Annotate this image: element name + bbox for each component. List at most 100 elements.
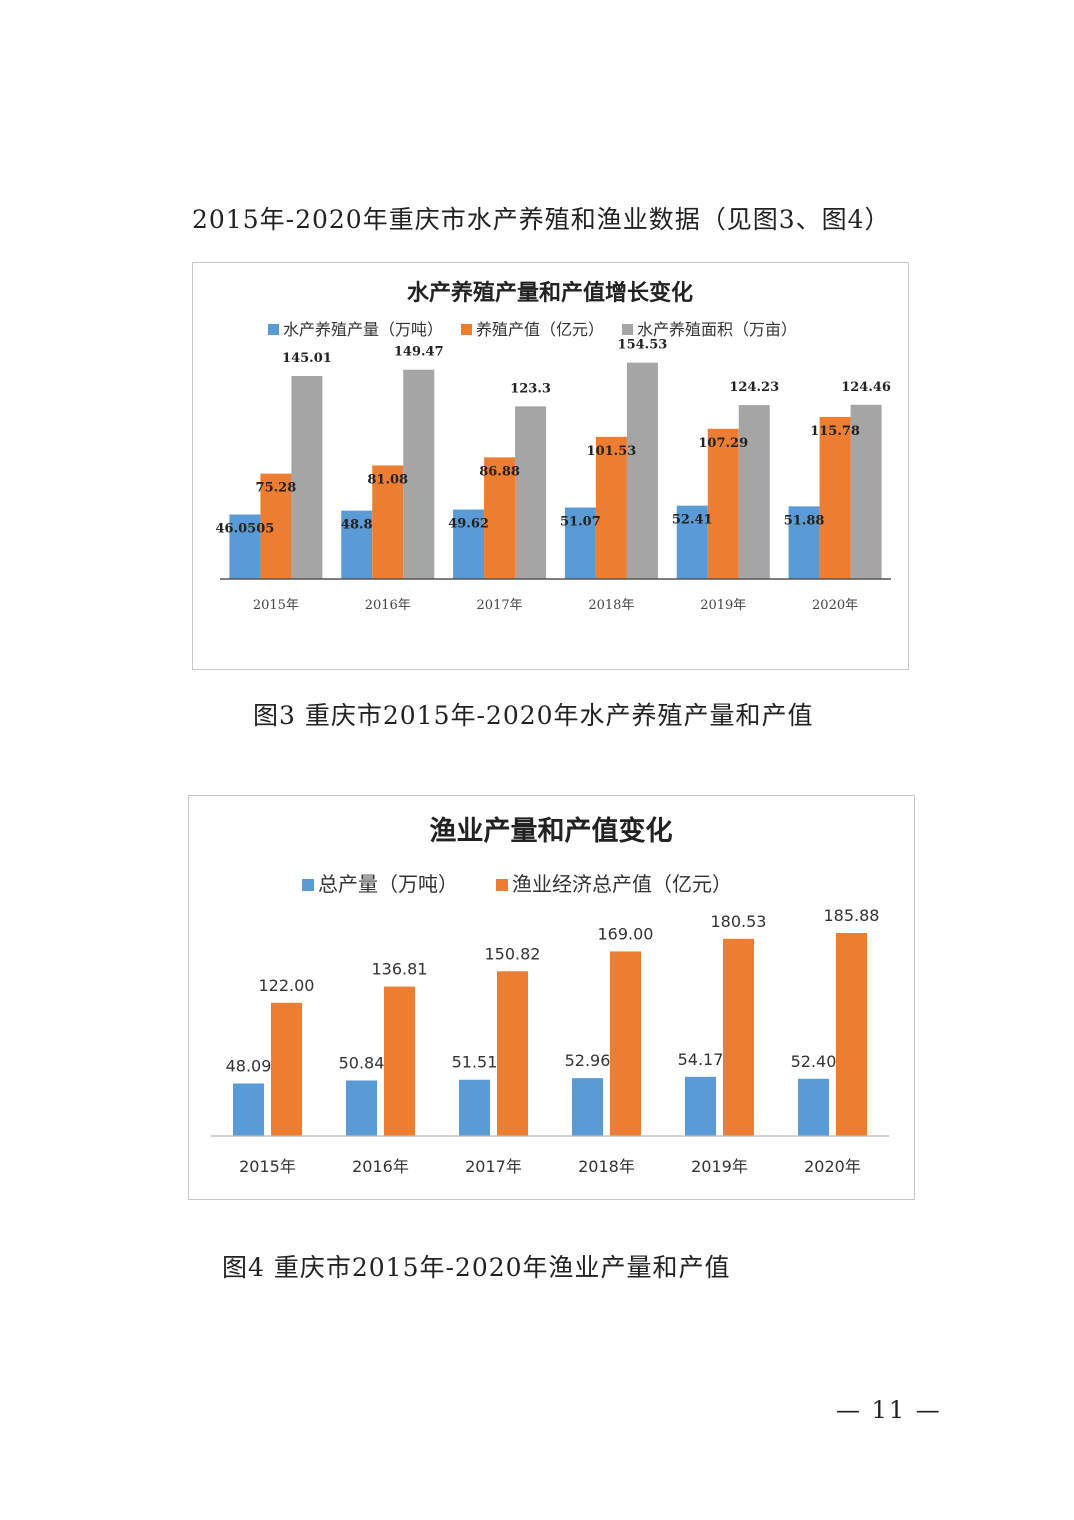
data-label: 136.81 — [372, 960, 428, 979]
bar — [836, 933, 867, 1136]
bar-group — [233, 933, 867, 1136]
legend-swatch — [496, 879, 508, 891]
bar — [484, 457, 516, 579]
data-label-group: 48.09 122.00 50.84 136.81 51.51 150.82 52.96 16… — [226, 906, 880, 1075]
bar — [291, 375, 323, 579]
bar — [346, 1080, 377, 1136]
x-tick-label: 2018年 — [588, 598, 634, 613]
x-tick-group: 2015年 2016年 2017年 2018年 2019年 2020年 — [239, 1157, 861, 1176]
bar — [453, 509, 485, 579]
x-tick-label: 2015年 — [253, 598, 299, 613]
data-label: 46.0505 — [216, 522, 275, 537]
data-label: 86.88 — [479, 464, 520, 479]
data-label: 48.09 — [226, 1056, 272, 1075]
bar — [819, 416, 851, 579]
data-label: 115.78 — [810, 424, 860, 439]
data-label: 52.40 — [791, 1052, 837, 1071]
chart-fishery: 渔业产量和产值变化 总产量（万吨） 渔业经济总产值（亿元） 48.09 122.00… — [211, 815, 889, 1176]
x-tick-label: 2020年 — [804, 1157, 861, 1176]
bar — [788, 506, 820, 579]
chart-title: 水产养殖产量和产值增长变化 — [407, 280, 693, 306]
bar — [685, 1076, 716, 1136]
chart-legend: 水产养殖产量（万吨） 养殖产值（亿元） 水产养殖面积（万亩） — [268, 320, 797, 339]
legend-entry: 水产养殖面积（万亩） — [637, 320, 797, 339]
bar — [271, 1002, 302, 1136]
chart-fishery-frame: 渔业产量和产值变化 总产量（万吨） 渔业经济总产值（亿元） 48.09 122.00… — [188, 795, 915, 1200]
bar — [595, 436, 627, 579]
data-label: 52.96 — [565, 1051, 611, 1070]
bar — [384, 986, 415, 1136]
chart-title: 渔业产量和产值变化 — [430, 815, 673, 847]
legend-entry: 渔业经济总产值（亿元） — [512, 872, 732, 896]
x-tick-label: 2016年 — [365, 598, 411, 613]
data-label: 51.88 — [784, 513, 825, 528]
bar — [233, 1083, 264, 1136]
bar — [459, 1079, 490, 1136]
data-label: 154.53 — [618, 338, 668, 353]
data-label: 75.28 — [256, 481, 297, 496]
bar — [610, 951, 641, 1136]
data-label: 169.00 — [598, 924, 654, 943]
x-tick-label: 2020年 — [812, 598, 858, 613]
data-label: 150.82 — [485, 944, 541, 963]
x-tick-label: 2019年 — [700, 598, 746, 613]
legend-entry: 养殖产值（亿元） — [476, 320, 604, 339]
bar — [676, 505, 708, 579]
data-label: 54.17 — [678, 1050, 724, 1069]
bar — [626, 362, 658, 579]
figure-3-caption: 图3 重庆市2015年-2020年水产养殖产量和产值 — [253, 701, 814, 730]
bar — [229, 514, 261, 579]
bar — [723, 938, 754, 1136]
legend-swatch — [622, 324, 634, 335]
bar — [850, 404, 882, 579]
bar — [564, 507, 596, 579]
data-label: 48.8 — [341, 518, 373, 533]
data-label: 124.23 — [729, 380, 779, 395]
data-label: 50.84 — [339, 1053, 385, 1072]
data-label: 51.51 — [452, 1053, 498, 1072]
data-label: 122.00 — [259, 976, 315, 995]
bar-group — [229, 362, 882, 579]
bar — [738, 405, 770, 579]
x-tick-label: 2018年 — [578, 1157, 635, 1176]
bar — [515, 406, 547, 579]
chart-aquaculture-frame: 水产养殖产量和产值增长变化 水产养殖产量（万吨） 养殖产值（亿元） 水产养殖面积（万… — [192, 262, 909, 670]
bar — [260, 473, 292, 579]
data-label: 49.62 — [448, 517, 489, 532]
bar — [798, 1078, 829, 1136]
bar — [572, 1078, 603, 1136]
chart-legend: 总产量（万吨） 渔业经济总产值（亿元） — [302, 872, 732, 896]
data-label: 149.47 — [394, 345, 444, 360]
x-tick-label: 2015年 — [239, 1157, 296, 1176]
x-tick-group: 2015年 2016年 2017年 2018年 2019年 2020年 — [253, 598, 858, 613]
x-tick-label: 2016年 — [352, 1157, 409, 1176]
bar — [403, 369, 435, 579]
data-label: 52.41 — [672, 513, 713, 528]
bar — [497, 971, 528, 1136]
bar — [707, 428, 739, 579]
x-tick-label: 2017年 — [465, 1157, 522, 1176]
legend-swatch — [461, 324, 473, 335]
figure-4-caption: 图4 重庆市2015年-2020年渔业产量和产值 — [222, 1253, 731, 1282]
legend-swatch — [302, 879, 314, 891]
legend-entry: 水产养殖产量（万吨） — [283, 320, 443, 339]
chart-aquaculture: 水产养殖产量和产值增长变化 水产养殖产量（万吨） 养殖产值（亿元） 水产养殖面积（万… — [216, 280, 891, 613]
data-label: 107.29 — [698, 436, 748, 451]
legend-swatch — [268, 324, 279, 335]
x-tick-label: 2017年 — [477, 598, 523, 613]
data-label: 51.07 — [560, 515, 601, 530]
page-number: — 11 — — [836, 1396, 942, 1424]
data-label: 81.08 — [367, 472, 408, 487]
data-label: 145.01 — [282, 351, 332, 366]
data-label: 185.88 — [824, 906, 880, 925]
bar — [372, 465, 404, 579]
intro-text: 2015年-2020年重庆市水产养殖和渔业数据（见图3、图4） — [192, 205, 891, 234]
data-label: 101.53 — [587, 444, 637, 459]
data-label: 124.46 — [841, 380, 891, 395]
data-label: 180.53 — [711, 912, 767, 931]
data-label: 123.3 — [510, 381, 551, 396]
legend-entry: 总产量（万吨） — [318, 872, 458, 896]
bar — [341, 510, 373, 579]
data-label-group: 46.0505 75.28 145.01 48.8 81.08 149.47 49.62 86… — [216, 338, 891, 537]
x-tick-label: 2019年 — [691, 1157, 748, 1176]
